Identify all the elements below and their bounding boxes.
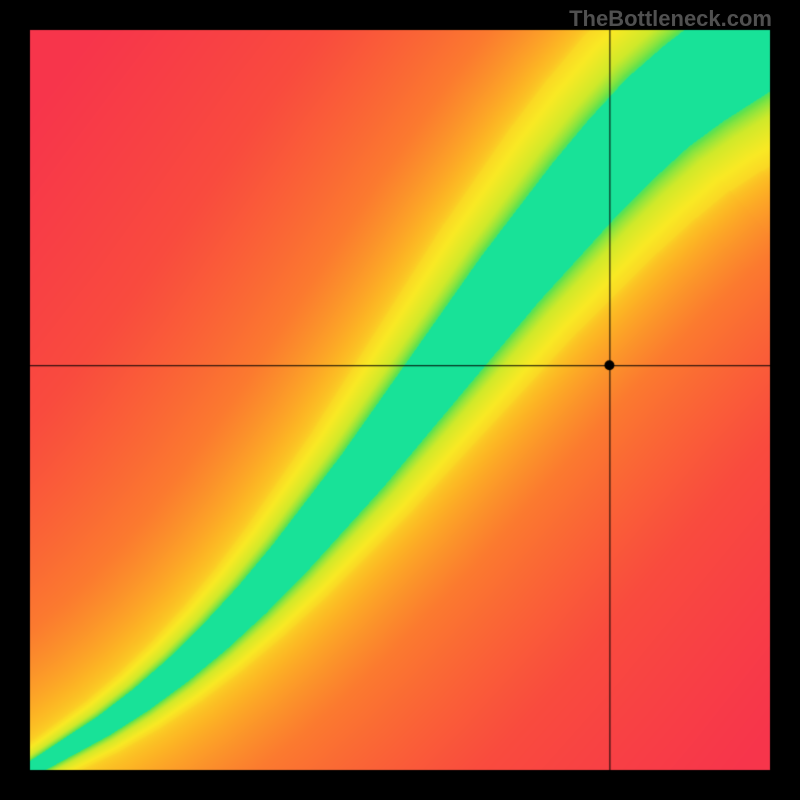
bottleneck-heatmap: [0, 0, 800, 800]
chart-container: TheBottleneck.com: [0, 0, 800, 800]
